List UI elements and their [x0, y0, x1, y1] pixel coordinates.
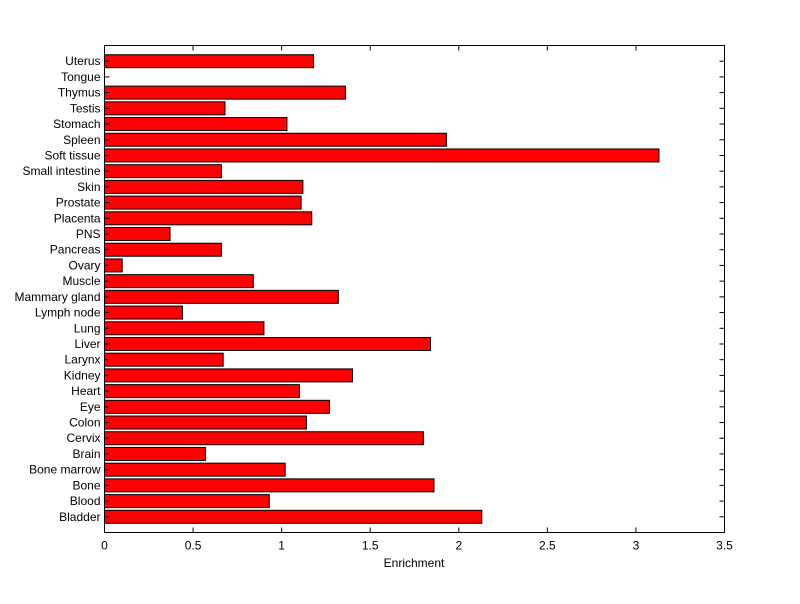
y-tick-label: Prostate — [56, 196, 101, 210]
bar-liver — [104, 336, 431, 351]
x-tick-label: 2 — [455, 539, 462, 553]
x-tick-label: 1.5 — [362, 539, 379, 553]
y-tick-label: Heart — [71, 384, 101, 398]
ticks — [104, 45, 725, 533]
bar-uterus — [104, 54, 315, 69]
y-tick-label: Cervix — [66, 431, 100, 445]
x-tick-label: 2.5 — [539, 539, 556, 553]
y-tick-label: PNS — [76, 227, 101, 241]
bar-stomach — [104, 117, 288, 132]
bar-colon — [104, 415, 307, 430]
bar-pns — [104, 227, 171, 242]
y-tick-label: Soft tissue — [44, 148, 100, 162]
y-tick-label: Pancreas — [50, 243, 101, 257]
y-tick-label: Thymus — [58, 86, 101, 100]
y-tick-label: Small intestine — [22, 164, 100, 178]
bar-skin — [104, 179, 304, 194]
y-tick-label: Placenta — [54, 211, 101, 225]
bar-bladder — [104, 509, 483, 524]
bar-larynx — [104, 352, 224, 367]
y-tick-label: Spleen — [63, 133, 100, 147]
y-tick-label: Stomach — [53, 117, 100, 131]
bar-small-intestine — [104, 164, 222, 179]
bar-prostate — [104, 195, 302, 210]
bar-eye — [104, 399, 330, 414]
bar-soft-tissue — [104, 148, 660, 163]
bar-pancreas — [104, 242, 222, 257]
plot-frame — [104, 45, 725, 533]
x-tick-label: 0 — [101, 539, 108, 553]
bar-thymus — [104, 85, 346, 100]
y-tick-label: Testis — [70, 101, 101, 115]
bar-bone-marrow — [104, 462, 286, 477]
x-tick-label: 3 — [633, 539, 640, 553]
bar-blood — [104, 494, 270, 509]
bar-testis — [104, 101, 226, 116]
y-tick-label: Uterus — [65, 54, 100, 68]
bar-cervix — [104, 431, 424, 446]
bar-kidney — [104, 368, 353, 383]
y-tick-label: Kidney — [64, 368, 101, 382]
y-tick-label: Eye — [80, 400, 101, 414]
y-tick-label: Tongue — [61, 70, 101, 84]
bar-placenta — [104, 211, 313, 226]
y-tick-label: Brain — [72, 447, 100, 461]
y-tick-label: Colon — [69, 416, 100, 430]
x-tick-label: 1 — [278, 539, 285, 553]
bar-brain — [104, 446, 206, 461]
y-tick-label: Bone — [72, 478, 100, 492]
bar-mammary-gland — [104, 289, 339, 304]
bars — [104, 54, 660, 524]
bar-spleen — [104, 132, 447, 147]
y-tick-label: Skin — [77, 180, 100, 194]
y-tick-label: Larynx — [64, 353, 100, 367]
y-tick-label: Lymph node — [35, 306, 101, 320]
y-tick-label: Lung — [74, 321, 101, 335]
x-tick-label: 3.5 — [716, 539, 733, 553]
bar-lymph-node — [104, 305, 183, 320]
y-tick-label: Bladder — [59, 510, 100, 524]
bar-muscle — [104, 274, 254, 289]
y-tick-label: Liver — [74, 337, 100, 351]
bar-heart — [104, 384, 300, 399]
y-tick-label: Muscle — [62, 274, 100, 288]
y-tick-label: Ovary — [68, 258, 100, 272]
y-tick-label: Bone marrow — [29, 463, 101, 477]
bar-lung — [104, 321, 265, 336]
y-tick-label: Blood — [70, 494, 101, 508]
x-axis-label: Enrichment — [384, 556, 445, 570]
bar-bone — [104, 478, 435, 493]
y-tick-label: Mammary gland — [14, 290, 100, 304]
x-tick-label: 0.5 — [185, 539, 202, 553]
